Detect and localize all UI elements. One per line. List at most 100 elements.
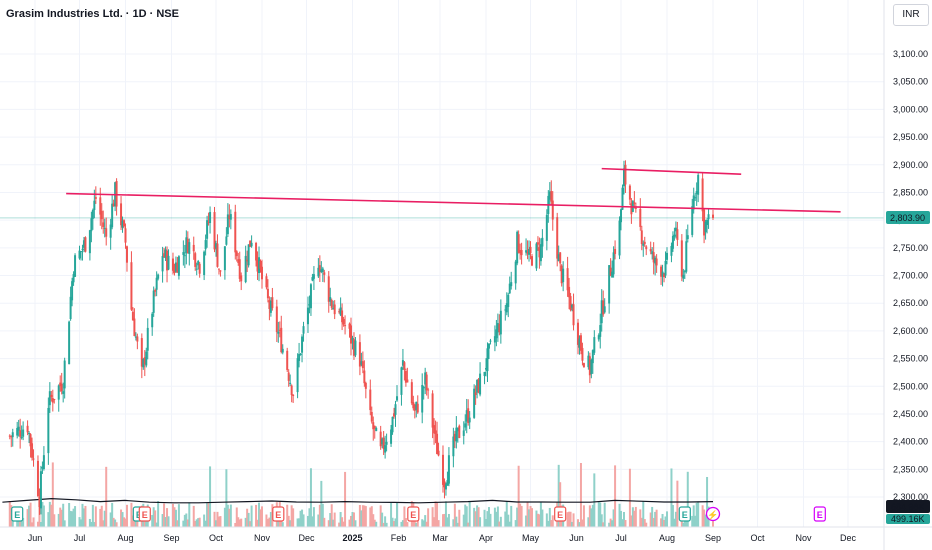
volume-bar [121,512,124,527]
volume-bar [382,522,385,527]
candle-body [495,329,498,339]
candle-body [559,252,562,264]
trendline[interactable] [601,167,742,175]
candle-body [474,392,477,395]
event-marker-dividend[interactable]: E [138,506,151,522]
grid-lines [0,0,884,527]
volume-bar [579,462,582,527]
volume-ma-tag-background [886,500,930,513]
candle-body [415,401,418,410]
candle-body [151,313,154,328]
candle-body [256,259,259,272]
volume-bar [462,514,465,527]
candle-body [498,323,501,333]
volume-bar [79,519,82,527]
volume-bar [536,513,539,527]
price-tick-label: 2,750.00 [893,243,928,253]
event-marker-dividend[interactable]: E [272,506,285,522]
candle-body [109,224,112,238]
candle-body [48,391,51,406]
trendlines[interactable] [66,167,841,213]
event-marker-label: E [557,510,563,520]
candle-body [176,262,179,273]
candle-body [260,266,263,280]
volume-bar [576,519,579,527]
event-marker-future[interactable]: ⚡ [705,506,721,522]
candle-body [701,178,704,212]
event-marker-earnings[interactable]: E [11,506,24,522]
volume-bar [507,514,510,527]
candle-body [344,325,347,327]
price-tick-label: 2,400.00 [893,437,928,447]
volume-bar [289,520,292,527]
candle-body [361,361,364,369]
candle-body [562,268,565,283]
candle-body [329,297,332,302]
candle-body [81,248,84,250]
candle-body [479,373,482,395]
candle-body [234,211,237,253]
volume-bar [228,508,231,527]
event-marker-dividend[interactable]: E [554,506,567,522]
event-marker-earnings[interactable]: E [678,506,691,522]
candle-body [259,261,262,269]
trendline[interactable] [66,192,841,213]
volume-bar [664,516,667,527]
volume-bar [281,522,284,527]
event-markers[interactable]: EEEEEEE⚡E [11,506,826,522]
candle-body [588,356,591,376]
candle-body [206,220,209,239]
candle-body [697,174,700,195]
volume-bar [403,506,406,527]
currency-selector[interactable]: INR [893,4,929,26]
candle-body [467,408,470,423]
time-axis[interactable]: Jun Jul Aug Sep Oct Nov Dec 2025 Feb Mar Apr May Jun… [28,533,857,543]
candle-body [401,360,404,366]
price-tick-label: 3,050.00 [893,77,928,87]
candle-body [410,382,413,404]
candle-body [323,272,326,275]
volume-bar [8,501,11,527]
volume-bar [572,513,575,527]
volume-bar [384,516,387,527]
candle-body [694,197,697,199]
candle-body [395,396,398,401]
candle-body [90,218,93,232]
candle-body [624,164,627,185]
price-axis-background[interactable] [884,0,932,550]
candle-body [670,245,673,256]
candle-body [473,388,476,418]
candle-body [213,212,216,250]
candle-body [308,304,311,306]
volume-bar [703,509,706,527]
volume-bar [456,522,459,527]
volume-bar [671,505,674,527]
volume-bar [578,522,581,527]
volume-bar [686,471,689,527]
volume-bar [41,501,44,527]
volume-bar [152,507,155,527]
candle-body [280,327,283,353]
candle-body [268,300,271,309]
volume-bar [695,502,698,527]
candle-body [216,243,219,267]
volume-bar [621,519,624,527]
candle-body [551,200,554,220]
candle-body [72,274,75,283]
volume-bar [427,508,430,527]
candle-body [47,407,50,454]
volume-bar [219,516,222,527]
candle-body [197,261,200,266]
event-marker-dividend[interactable]: E [407,506,420,522]
volume-bar [691,515,694,527]
volume-bar [385,522,388,527]
volume-bar [176,520,179,527]
candle-body [640,230,643,244]
volume-bar [71,511,74,527]
candle-body [674,227,677,232]
volume-bar [425,521,428,527]
event-marker-future[interactable]: E [813,506,826,522]
volume-bar [694,515,697,527]
volume-bar [538,514,541,527]
